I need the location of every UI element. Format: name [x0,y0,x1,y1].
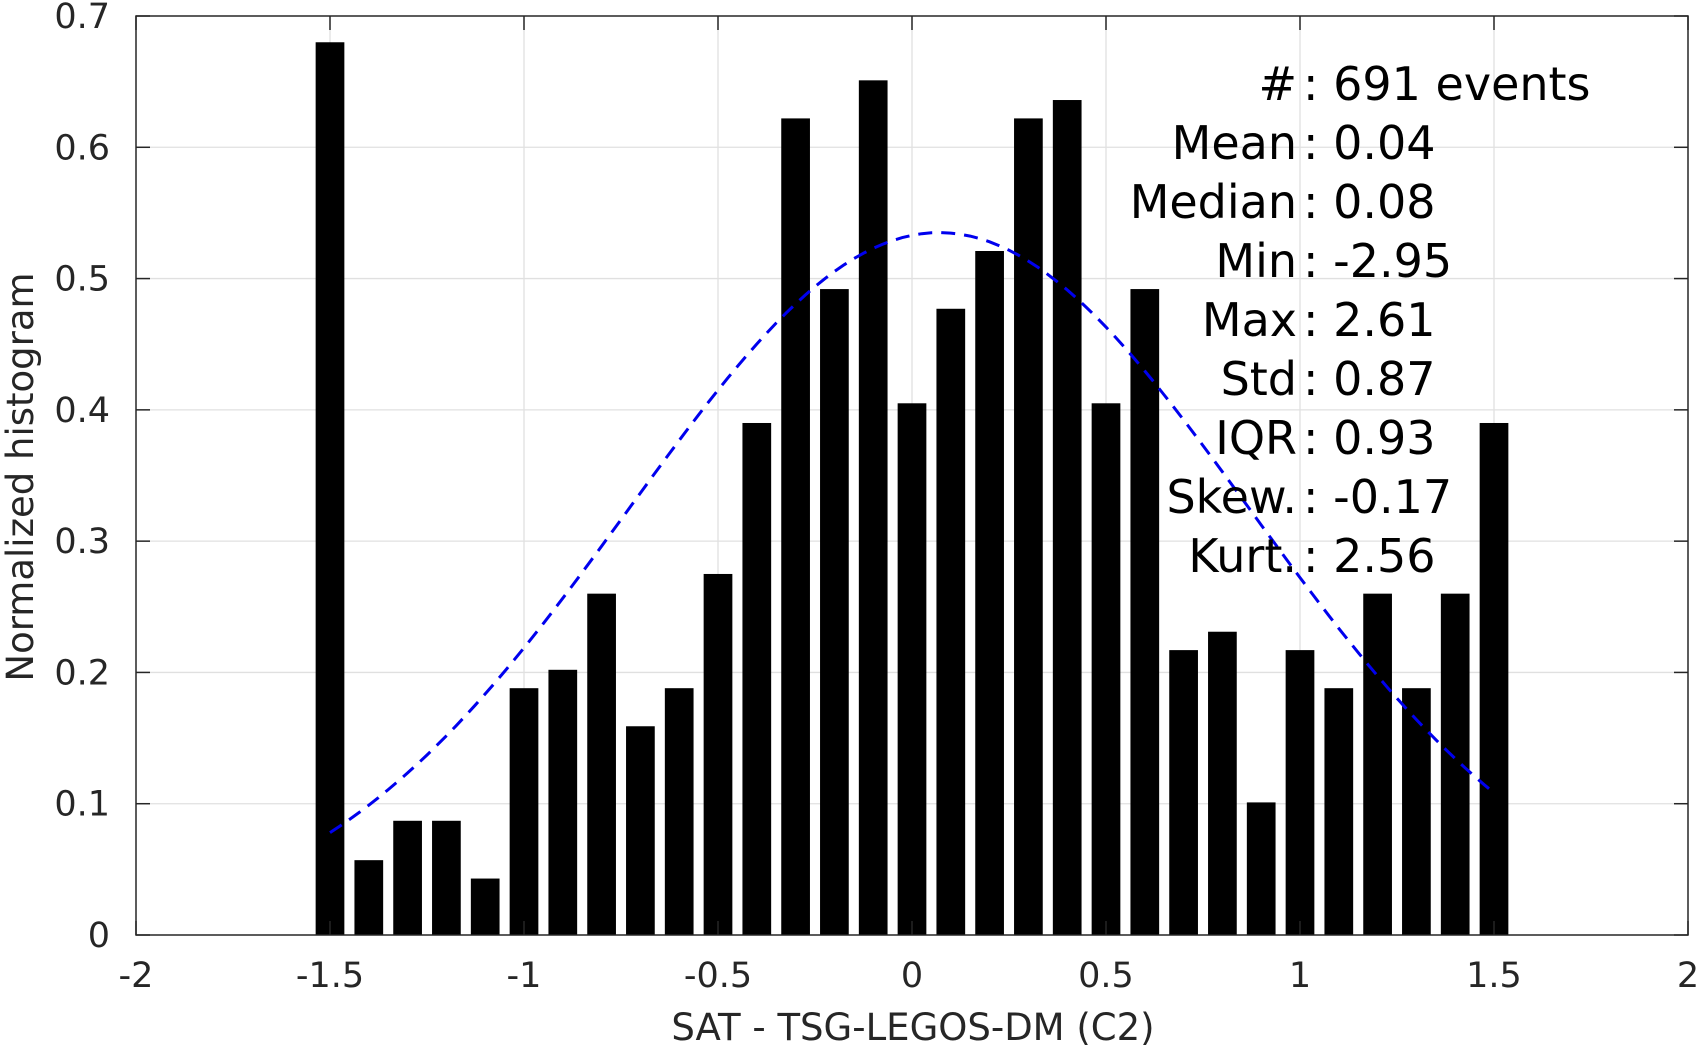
histogram-bar [509,688,539,935]
histogram-bar [1479,422,1509,935]
histogram-bar [470,878,500,935]
y-tick-label: 0.6 [54,128,110,168]
y-axis-label: Normalized histogram [0,272,42,681]
stat-label: Kurt. [1188,529,1297,583]
stat-label: Std [1221,352,1297,406]
histogram-bar [393,820,422,935]
histogram-bar [315,42,345,935]
x-axis-label: SAT - TSG-LEGOS-DM (C2) [671,1006,1154,1049]
stat-value: : 0.04 [1303,116,1436,170]
x-tick-label: 1 [1289,956,1311,996]
stat-value: : 2.56 [1303,529,1436,583]
y-tick-label: 0.5 [54,260,110,300]
y-tick-label: 0.2 [54,653,110,693]
x-tick-label: 2 [1677,956,1699,996]
histogram-bar [1130,289,1160,935]
x-tick-label: -1.5 [296,956,364,996]
histogram-bar [1091,403,1121,935]
histogram-bar [703,573,733,935]
x-tick-label: -1 [507,956,542,996]
y-tick-label: 0.4 [54,391,110,431]
histogram-bar [1440,593,1470,935]
histogram-bar [1285,650,1315,935]
stat-value: : -0.17 [1303,470,1452,524]
histogram-bar [1052,100,1082,936]
stat-label: Median [1130,175,1297,229]
histogram-bar [742,422,772,935]
stat-value: : -2.95 [1303,234,1452,288]
y-tick-label: 0.1 [54,785,110,825]
bars [315,42,1509,936]
x-tick-label: 0 [901,956,923,996]
stat-label: IQR [1215,411,1297,465]
histogram-bar [820,289,849,935]
histogram-bar [1246,802,1276,935]
histogram-bar [664,688,694,935]
y-tick-label: 0.7 [54,0,110,37]
stat-label: # [1258,57,1297,111]
histogram-bar [858,80,888,935]
histogram-bar [975,251,1004,935]
x-tick-label: 0.5 [1078,956,1134,996]
axes [135,15,1689,936]
histogram-bar [897,403,927,935]
normal-fit-curve [329,231,1495,834]
x-tick-label: 1.5 [1466,956,1522,996]
y-tick-label: 0 [88,916,110,956]
stat-label: Min [1215,234,1297,288]
stat-value: : 691 events [1303,57,1591,111]
x-tick-label: -0.5 [684,956,752,996]
histogram-bar [1363,593,1392,935]
histogram-bar [626,726,655,935]
x-tick-labels: -2 -1.5 -1 -0.5 0 0.5 1 1.5 2 [119,956,1700,996]
histogram-bar [587,593,616,935]
histogram-bar [548,669,578,935]
histogram-bar [936,308,966,935]
stat-value: : 2.61 [1303,293,1436,347]
x-tick-label: -2 [119,956,154,996]
stat-value: : 0.08 [1303,175,1436,229]
histogram-bar [432,820,461,935]
y-tick-label: 0.3 [54,522,110,562]
histogram-bar [1169,650,1198,935]
stat-label: Skew. [1166,470,1297,524]
histogram-bar [1402,688,1431,935]
normal-fit-curve-group [329,231,1495,834]
histogram-bar [781,118,810,936]
histogram-bar [1014,118,1043,936]
stat-label: Mean [1172,116,1297,170]
stat-label: Max [1202,293,1297,347]
y-tick-labels: 0 0.1 0.2 0.3 0.4 0.5 0.6 0.7 [54,0,110,956]
histogram-bar [354,860,384,935]
histogram-bar [1208,631,1237,935]
stat-value: : 0.93 [1303,411,1436,465]
histogram-bar [1324,688,1354,935]
stat-value: : 0.87 [1303,352,1436,406]
